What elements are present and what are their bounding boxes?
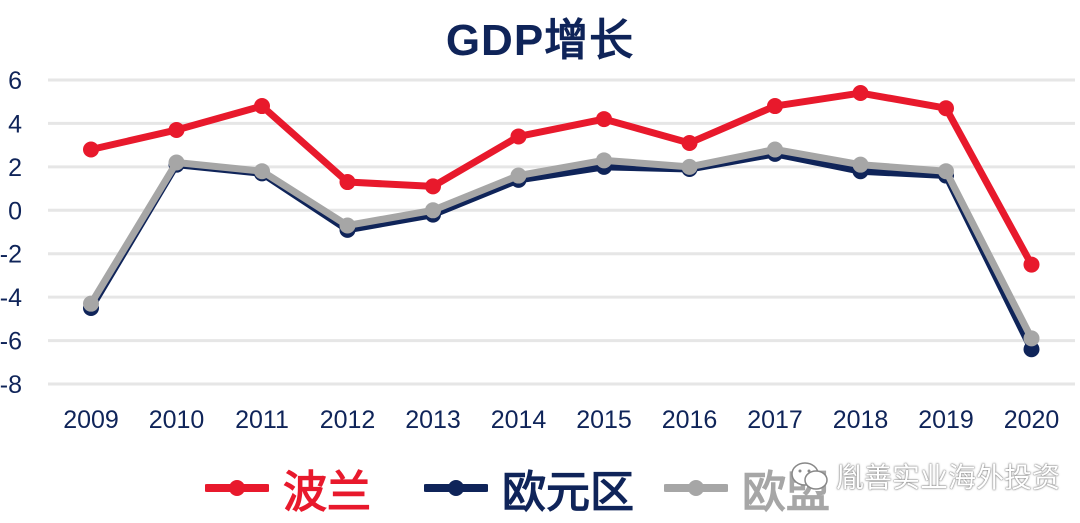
x-tick-label: 2018	[833, 406, 889, 434]
watermark-text: 胤善实业海外投资	[836, 462, 1061, 493]
legend-label: 欧元区	[502, 468, 634, 517]
legend-marker-icon	[205, 480, 269, 496]
y-tick-label: -6	[0, 328, 22, 356]
data-point	[1023, 330, 1040, 347]
x-tick-label: 2014	[491, 406, 547, 434]
data-point	[168, 154, 185, 171]
y-tick-label: 4	[8, 110, 22, 138]
y-tick-label: -8	[0, 371, 22, 399]
data-point	[425, 178, 441, 195]
data-point	[83, 295, 99, 312]
data-point	[852, 156, 869, 173]
data-point	[510, 128, 527, 145]
data-point	[852, 85, 869, 102]
data-point	[339, 174, 356, 191]
data-point	[767, 141, 783, 158]
legend-item-poland: 波兰	[205, 458, 371, 518]
y-tick-label: 2	[8, 154, 22, 182]
data-point	[596, 111, 612, 128]
data-point	[254, 98, 270, 115]
data-point	[938, 100, 954, 117]
legend-label: 波兰	[283, 468, 371, 517]
data-point	[168, 121, 185, 138]
x-tick-label: 2016	[662, 406, 718, 434]
wechat-icon	[790, 461, 830, 491]
watermark: 胤善实业海外投资	[790, 456, 1060, 496]
data-point	[938, 163, 954, 180]
x-tick-label: 2011	[235, 406, 289, 434]
data-point	[254, 163, 270, 180]
data-point	[83, 141, 99, 158]
chart-title: GDP增长	[445, 16, 635, 65]
data-point	[681, 134, 698, 151]
legend-marker-icon	[424, 480, 488, 496]
data-point	[1023, 256, 1040, 273]
series-line	[83, 141, 1040, 347]
y-tick-label: -4	[0, 284, 22, 312]
x-tick-label: 2009	[63, 406, 119, 434]
x-tick-label: 2019	[918, 406, 974, 434]
data-point	[425, 202, 441, 219]
legend-item-eurozone: 欧元区	[424, 458, 634, 518]
y-tick-label: 6	[8, 67, 22, 95]
x-tick-label: 2012	[320, 406, 376, 434]
series-line	[83, 145, 1040, 358]
data-point	[681, 158, 698, 175]
data-point	[596, 152, 612, 169]
x-tick-label: 2020	[1004, 406, 1060, 434]
x-tick-label: 2015	[576, 406, 632, 434]
data-point	[510, 167, 527, 184]
x-tick-label: 2017	[747, 406, 803, 434]
x-tick-label: 2013	[405, 406, 461, 434]
y-tick-label: -2	[0, 241, 22, 269]
x-tick-label: 2010	[149, 406, 205, 434]
legend-marker-icon	[664, 480, 728, 496]
data-point	[339, 217, 356, 234]
series-line	[83, 85, 1040, 273]
y-tick-label: 0	[8, 197, 22, 225]
data-point	[767, 98, 783, 115]
